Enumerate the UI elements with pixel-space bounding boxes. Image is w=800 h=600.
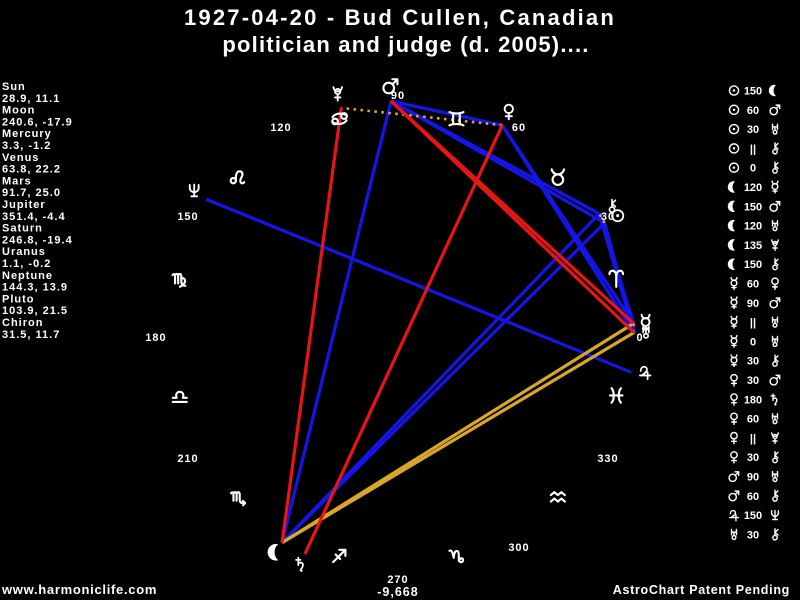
svg-text:||: || xyxy=(750,433,756,445)
svg-text:30: 30 xyxy=(747,124,759,136)
svg-text:30: 30 xyxy=(747,452,759,464)
svg-text:90: 90 xyxy=(747,472,759,484)
svg-text:240.6, -17.9: 240.6, -17.9 xyxy=(2,116,73,128)
svg-text:270: 270 xyxy=(387,574,408,586)
svg-text:Neptune: Neptune xyxy=(2,270,53,282)
svg-text:30: 30 xyxy=(747,529,759,541)
svg-text:60: 60 xyxy=(747,491,759,503)
svg-text:Mars: Mars xyxy=(2,175,32,187)
svg-text:150: 150 xyxy=(744,510,762,522)
svg-text:Sun: Sun xyxy=(2,81,26,93)
svg-text:330: 330 xyxy=(597,453,618,465)
svg-text:246.8, -19.4: 246.8, -19.4 xyxy=(2,234,73,246)
svg-text:1927-04-20 - Bud Cullen, Canad: 1927-04-20 - Bud Cullen, Canadian xyxy=(184,5,616,30)
svg-text:180: 180 xyxy=(744,394,762,406)
svg-text:Uranus: Uranus xyxy=(2,246,46,258)
svg-text:30: 30 xyxy=(747,356,759,368)
svg-text:3.3, -1.2: 3.3, -1.2 xyxy=(2,140,51,152)
svg-text:60: 60 xyxy=(747,105,759,117)
svg-text:91.7, 25.0: 91.7, 25.0 xyxy=(2,187,61,199)
svg-text:150: 150 xyxy=(744,86,762,98)
svg-text:0: 0 xyxy=(750,336,756,348)
svg-text:90: 90 xyxy=(391,90,405,102)
svg-text:Saturn: Saturn xyxy=(2,223,43,235)
svg-text:Chiron: Chiron xyxy=(2,317,43,329)
svg-text:180: 180 xyxy=(145,332,166,344)
svg-text:120: 120 xyxy=(744,182,762,194)
svg-text:Jupiter: Jupiter xyxy=(2,199,46,211)
svg-text:Mercury: Mercury xyxy=(2,128,52,140)
svg-text:||: || xyxy=(750,143,756,155)
svg-text:63.8, 22.2: 63.8, 22.2 xyxy=(2,164,61,176)
svg-text:150: 150 xyxy=(744,201,762,213)
svg-text:0: 0 xyxy=(750,163,756,175)
svg-text:120: 120 xyxy=(270,122,291,134)
svg-text:-9,668: -9,668 xyxy=(377,585,418,599)
svg-text:300: 300 xyxy=(508,542,529,554)
svg-text:150: 150 xyxy=(177,211,198,223)
svg-text:135: 135 xyxy=(744,240,762,252)
svg-text:Moon: Moon xyxy=(2,105,35,117)
svg-text:AstroChart Patent Pending: AstroChart Patent Pending xyxy=(613,583,790,597)
svg-text:31.5, 11.7: 31.5, 11.7 xyxy=(2,329,60,341)
svg-text:||: || xyxy=(750,317,756,329)
svg-text:210: 210 xyxy=(177,453,198,465)
svg-text:120: 120 xyxy=(744,221,762,233)
svg-text:politician and judge (d. 2005): politician and judge (d. 2005).... xyxy=(222,32,589,57)
svg-text:30: 30 xyxy=(747,375,759,387)
svg-text:150: 150 xyxy=(744,259,762,271)
svg-text:www.harmoniclife.com: www.harmoniclife.com xyxy=(1,582,157,597)
svg-text:28.9, 11.1: 28.9, 11.1 xyxy=(2,93,60,105)
svg-text:90: 90 xyxy=(747,298,759,310)
svg-text:103.9, 21.5: 103.9, 21.5 xyxy=(2,305,68,317)
svg-text:144.3, 13.9: 144.3, 13.9 xyxy=(2,282,68,294)
svg-text:Pluto: Pluto xyxy=(2,293,35,305)
svg-text:0: 0 xyxy=(636,332,643,344)
svg-text:1.1, -0.2: 1.1, -0.2 xyxy=(2,258,51,270)
svg-text:351.4, -4.4: 351.4, -4.4 xyxy=(2,211,66,223)
svg-text:30: 30 xyxy=(601,211,615,223)
svg-text:60: 60 xyxy=(747,414,759,426)
svg-text:Venus: Venus xyxy=(2,152,39,164)
svg-text:60: 60 xyxy=(512,122,526,134)
svg-text:60: 60 xyxy=(747,279,759,291)
